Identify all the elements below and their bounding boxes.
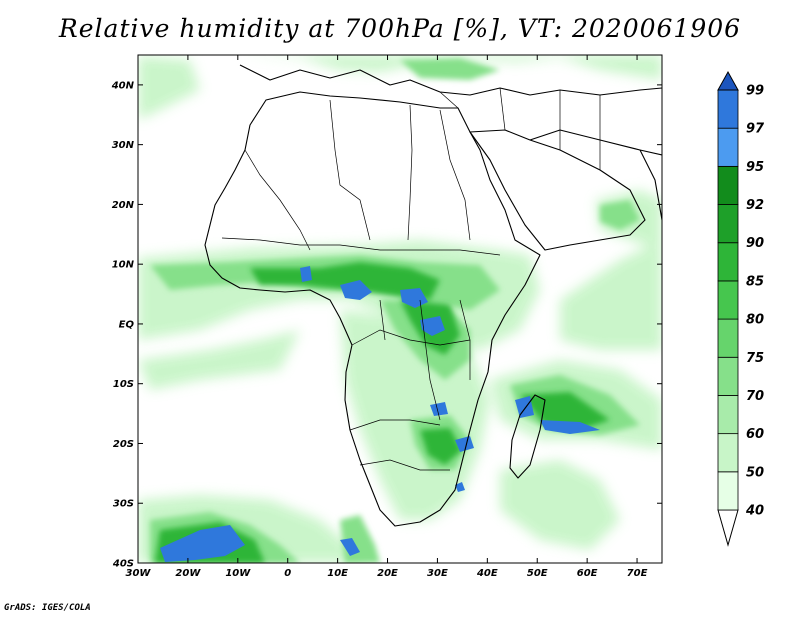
colorbar-segment — [717, 318, 739, 358]
colorbar-label: 50 — [746, 465, 764, 480]
colorbar-segment — [717, 242, 739, 282]
colorbar-label: 99 — [746, 84, 764, 99]
colorbar-label: 95 — [746, 160, 764, 175]
colorbar-segment — [717, 395, 739, 435]
country-borders — [221, 87, 601, 471]
lat-tick-label: 30N — [112, 140, 135, 151]
colorbar-label: 90 — [746, 236, 764, 251]
colorbar-segment — [717, 471, 739, 511]
lon-tick-label: 20E — [377, 568, 398, 579]
colorbar-label: 40 — [745, 504, 764, 519]
lon-tick-label: 60E — [577, 568, 598, 579]
lat-tick-label: 20S — [113, 439, 134, 450]
colorbar-label: 97 — [746, 122, 765, 137]
colorbar-label: 70 — [746, 389, 764, 404]
lon-tick-label: 20W — [175, 568, 201, 579]
colorbar-label: 80 — [746, 313, 764, 328]
map-frame — [137, 54, 663, 564]
latitude-axis: 40N 30N 20N 10N EQ 10S 20S 30S 40S — [111, 80, 662, 570]
colorbar-segment — [717, 433, 739, 473]
lon-tick-label: 70E — [627, 568, 648, 579]
colorbar-label: 60 — [746, 427, 764, 442]
colorbar-segment — [717, 204, 739, 244]
credit-text: GrADS: IGES/COLA — [4, 603, 91, 613]
colorbar-segment — [717, 127, 739, 167]
lat-tick-label: 20N — [112, 200, 135, 211]
lon-tick-label: 30E — [427, 568, 448, 579]
humidity-field-saturated — [160, 266, 600, 562]
lat-tick-label: 10S — [113, 379, 134, 390]
colorbar-segment — [717, 280, 739, 320]
lat-tick-label: EQ — [119, 319, 135, 330]
colorbar-segment — [717, 356, 739, 396]
longitude-axis: 30W 20W 10W 0 10E 20E 30E 40E 50E 60E 70E — [126, 55, 648, 579]
colorbar-label: 75 — [746, 351, 764, 366]
arabia-coastline — [469, 129, 646, 251]
lon-tick-label: 50E — [527, 568, 548, 579]
lat-tick-label: 10N — [112, 260, 135, 271]
colorbar-label: 85 — [746, 274, 764, 289]
lon-tick-label: 10E — [327, 568, 348, 579]
map-title: Relative humidity at 700hPa [%], VT: 202… — [58, 14, 742, 43]
lon-tick-label: 0 — [284, 568, 291, 579]
india-coastline — [639, 149, 662, 221]
lat-tick-label: 40S — [112, 559, 134, 570]
colorbar-segment — [717, 165, 739, 205]
africa-coastline — [204, 91, 541, 527]
colorbar-lower-arrow — [717, 509, 739, 547]
lat-tick-label: 40N — [111, 80, 135, 91]
colorbar-segment — [717, 89, 739, 129]
madagascar-coastline — [509, 394, 546, 479]
colorbar-upper-arrow — [717, 70, 739, 91]
colorbar-label: 92 — [746, 198, 764, 213]
map-plot-area — [138, 55, 662, 563]
lon-tick-label: 10W — [225, 568, 251, 579]
colorbar: 40 50 60 70 75 80 85 90 92 95 97 99 — [717, 70, 765, 547]
lon-tick-label: 30W — [126, 568, 152, 579]
lon-tick-label: 40E — [476, 568, 498, 579]
lat-tick-label: 30S — [113, 499, 134, 510]
